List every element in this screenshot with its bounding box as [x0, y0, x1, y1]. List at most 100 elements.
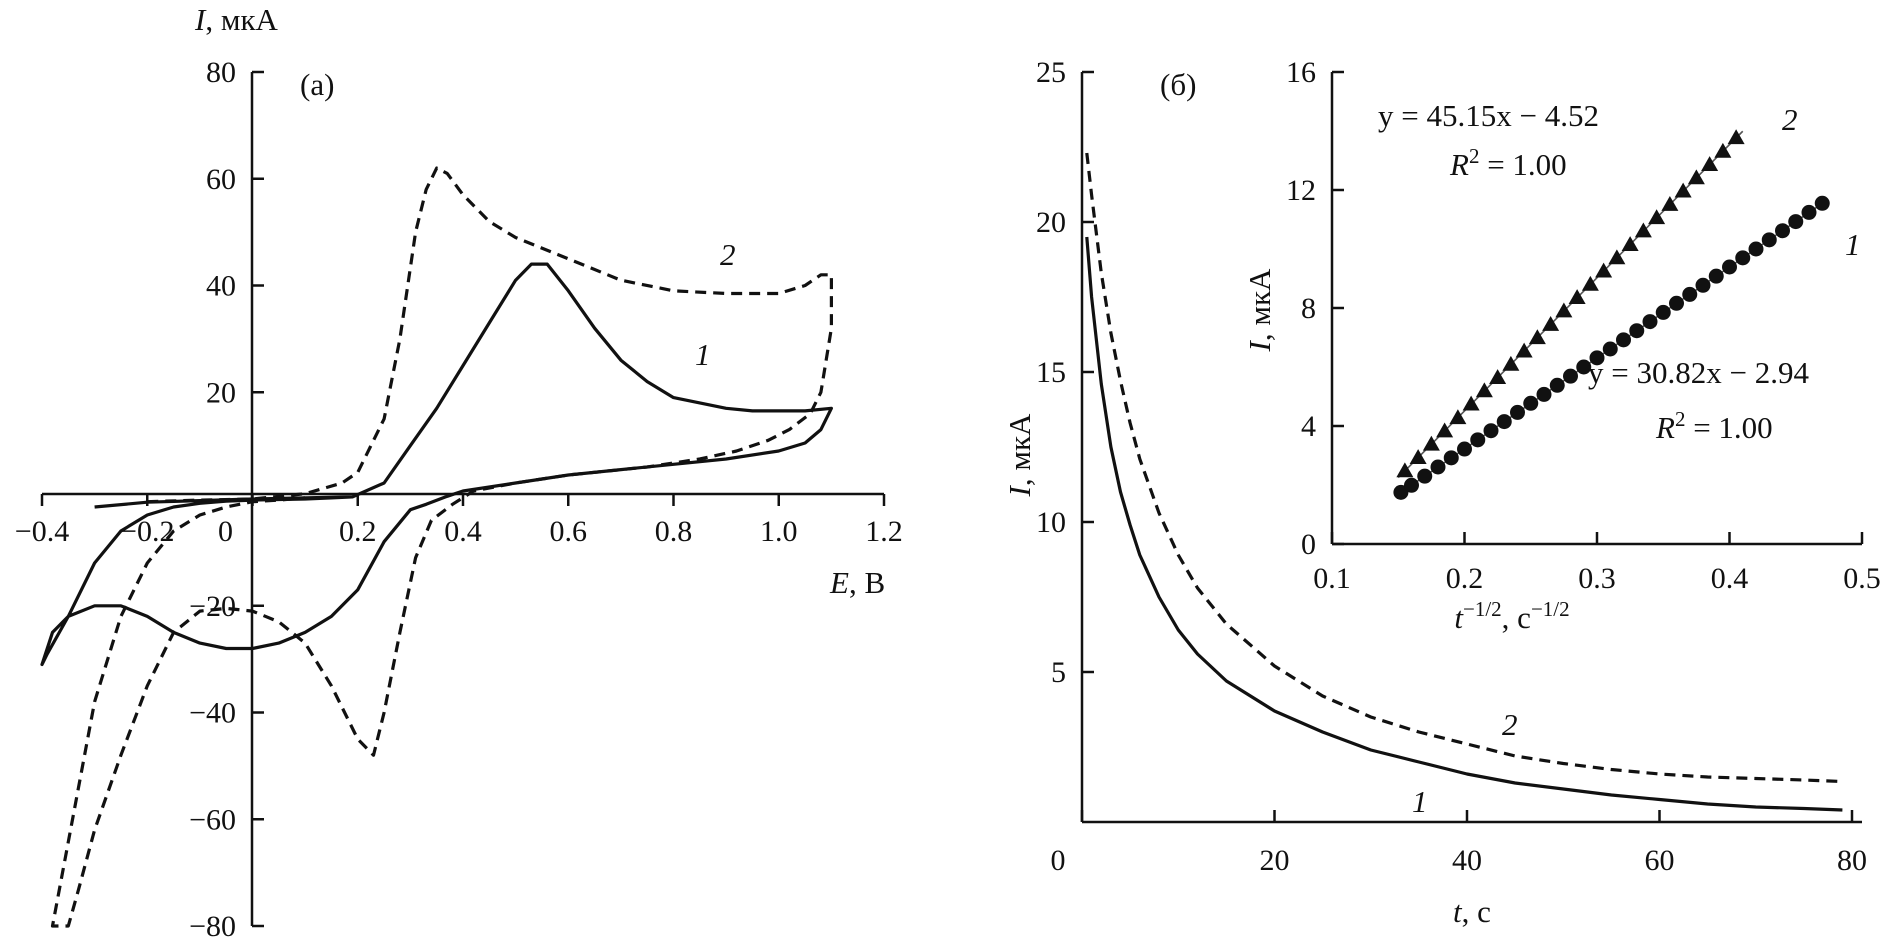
- panel-b-x-tick-label: 20: [1260, 844, 1290, 877]
- panel-b-series-1-label: 1: [1412, 784, 1428, 819]
- inset-series-2-point: [1409, 449, 1427, 464]
- inset-series-2-point: [1502, 355, 1520, 371]
- panel-b-series: [1085, 152, 1843, 812]
- panel-b-y-tick-label: 10: [1036, 506, 1066, 539]
- inset-series-1-point: [1602, 341, 1618, 357]
- inset-series-1-point: [1748, 241, 1764, 257]
- panel-b-y-ticks: 5 10 15 20 25: [1036, 56, 1094, 689]
- inset-series-2-point: [1687, 169, 1705, 185]
- inset-series-2-point: [1462, 395, 1480, 411]
- inset-series-1-point: [1655, 304, 1671, 320]
- panel-b-x-tick-label: 60: [1645, 844, 1675, 877]
- inset-series-1-point: [1404, 477, 1419, 493]
- panel-a-y-tick-label: 40: [206, 270, 236, 303]
- inset-y-tick-label: 4: [1301, 410, 1316, 443]
- inset-series-1-point: [1549, 377, 1565, 393]
- inset-series-2-point: [1661, 195, 1679, 211]
- inset-series-1-point: [1496, 414, 1512, 430]
- inset-series-1-point: [1761, 232, 1777, 248]
- panel-a-label: (а): [300, 67, 334, 102]
- inset-x-tick-label: 0.3: [1578, 562, 1616, 595]
- panel-a-x-tick-label: −0.2: [120, 515, 174, 548]
- panel-a-series-2-label: 2: [720, 237, 736, 272]
- inset-series-1-point: [1393, 484, 1409, 500]
- inset-y-label: I, мкА: [1242, 268, 1277, 353]
- inset-series-1-point: [1457, 441, 1472, 457]
- inset-series-2-point: [1621, 236, 1639, 251]
- inset-series-1-point: [1642, 314, 1658, 330]
- panel-b-x-tick-label: 80: [1837, 844, 1867, 877]
- inset-series-1-point: [1708, 268, 1724, 284]
- inset-series-1-point: [1788, 214, 1804, 230]
- inset-series-1-point: [1523, 395, 1539, 411]
- panel-a-x-tick-label: −0.4: [15, 515, 69, 548]
- panel-a-x-tick-label: 1.2: [865, 515, 903, 548]
- panel-a-series-1-line: [40, 262, 834, 667]
- inset-series-1-point: [1801, 204, 1817, 220]
- inset-series-1-point: [1563, 368, 1578, 384]
- inset-series-2-point: [1542, 316, 1560, 331]
- panel-a-x-ticks: −0.4 −0.2 0.2 0.4 0.6 0.8 1.0 1.2 0: [15, 494, 903, 548]
- panel-a-x-tick-label: 1.0: [760, 515, 798, 548]
- inset-series-1-point: [1735, 250, 1751, 266]
- inset-series-2-point: [1701, 156, 1719, 172]
- inset-series-2-point: [1396, 462, 1414, 478]
- panel-b-y-tick-label: 5: [1051, 656, 1066, 689]
- inset-y-tick-label: 8: [1301, 292, 1316, 325]
- inset-series-1-point: [1775, 223, 1790, 239]
- inset-series-2-point: [1727, 129, 1745, 145]
- panel-b-series-2-label: 2: [1502, 707, 1518, 742]
- panel-a-y-ticks: 80 60 40 20 −20 −40 −60 −80: [189, 56, 264, 943]
- inset-series-2-point: [1648, 209, 1666, 225]
- inset-x-tick-label: 0.1: [1313, 562, 1351, 595]
- inset-r2-1: R2 = 1.00: [1655, 407, 1773, 445]
- inset-series-2-point: [1449, 409, 1467, 425]
- panel-b-y-tick-label: 20: [1036, 206, 1066, 239]
- inset-series-2-label: 2: [1782, 102, 1798, 137]
- inset-series-2-point: [1422, 435, 1440, 451]
- inset-y-tick-label: 12: [1286, 174, 1316, 207]
- panel-a-x-tick-label: 0: [218, 515, 233, 548]
- panel-a: −0.4 −0.2 0.2 0.4 0.6 0.8 1.0 1.2 0 80 60 40 20 −20 −…: [15, 2, 903, 943]
- inset-r2-2: R2 = 1.00: [1449, 144, 1567, 182]
- panel-a-x-tick-label: 0.8: [655, 515, 693, 548]
- inset-series-1-label: 1: [1845, 227, 1861, 262]
- panel-a-series: [40, 166, 834, 928]
- inset-series-2-point: [1528, 329, 1546, 345]
- inset-series-1-point: [1483, 423, 1499, 439]
- panel-a-y-tick-label: 20: [206, 376, 236, 409]
- panel-a-x-label: E, В: [829, 565, 885, 600]
- panel-b-label: (б): [1160, 67, 1196, 102]
- inset-series-1-point: [1576, 359, 1592, 375]
- inset-equation-2: y = 45.15x − 4.52: [1378, 98, 1599, 133]
- inset-series-2-point: [1581, 275, 1599, 291]
- inset-series-1-point: [1510, 404, 1525, 420]
- inset-series-1-point: [1536, 386, 1552, 402]
- inset-series-2-point: [1475, 382, 1493, 398]
- inset-y-tick-label: 0: [1301, 528, 1316, 561]
- inset-series-1-point: [1417, 468, 1433, 484]
- panel-a-x-tick-label: 0.2: [339, 515, 377, 548]
- panel-b-x-ticks: 0 20 40 60 80: [1051, 810, 1867, 877]
- inset-y-ticks: 0 4 8 12 16: [1286, 56, 1344, 561]
- panel-b-y-tick-label: 15: [1036, 356, 1066, 389]
- panel-a-y-label: I, мкА: [194, 2, 279, 37]
- inset-series-2-point: [1555, 302, 1573, 318]
- inset-equation-1: y = 30.82x − 2.94: [1588, 355, 1809, 390]
- inset-x-label: t−1/2, с−1/2: [1454, 597, 1569, 635]
- panel-b-series-2-line: [1085, 152, 1843, 784]
- inset-series-2-point: [1674, 182, 1692, 198]
- panel-a-series-1-label: 1: [695, 337, 711, 372]
- panel-b-x-tick-label: 0: [1051, 844, 1066, 877]
- panel-a-x-tick-label: 0.6: [550, 515, 588, 548]
- inset-x-tick-label: 0.2: [1446, 562, 1484, 595]
- inset-series-1-point: [1682, 286, 1698, 302]
- inset-series-2-point: [1634, 222, 1652, 238]
- inset-series-2-point: [1489, 369, 1507, 384]
- panel-b-x-tick-label: 40: [1452, 844, 1482, 877]
- panel-a-y-tick-label: −40: [189, 697, 236, 730]
- inset-series-1-point: [1669, 295, 1684, 311]
- inset-series-2-point: [1568, 289, 1586, 305]
